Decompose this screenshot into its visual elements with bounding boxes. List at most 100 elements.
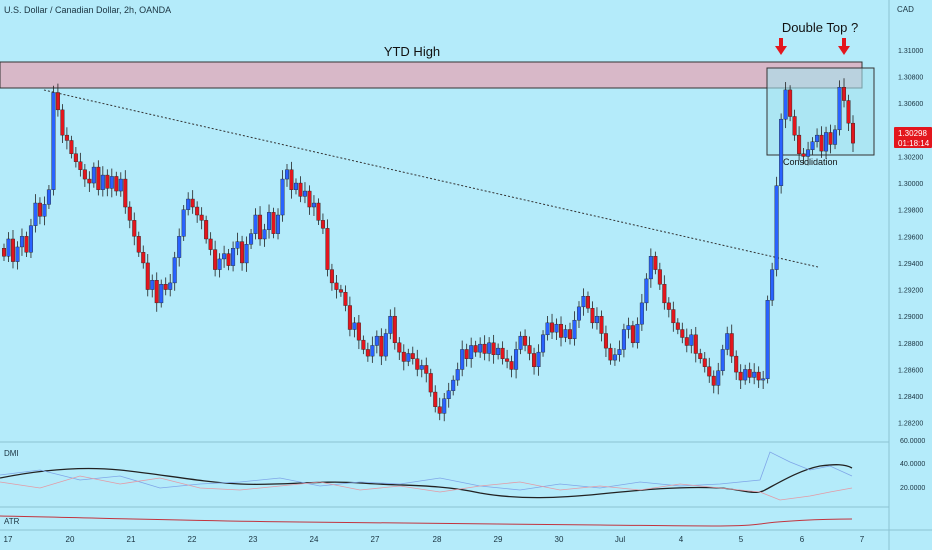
candle-up [446, 390, 451, 399]
candle-down [747, 369, 752, 378]
candle-up [455, 369, 460, 381]
candle-down [105, 174, 110, 189]
time-tick-label: 27 [371, 535, 380, 544]
candle-down [123, 178, 128, 208]
candle-down [320, 220, 325, 229]
candle-up [783, 89, 788, 120]
time-tick-label: 24 [310, 535, 319, 544]
candle-up [231, 248, 236, 266]
candle-up [51, 92, 56, 190]
dmi-axis: 60.0000 40.0000 20.0000 [900, 438, 925, 492]
candle-down [329, 269, 334, 284]
atr-label: ATR [4, 517, 20, 526]
candle-down [846, 100, 851, 124]
last-price-badge: 1.30298 01:18:14 [894, 127, 932, 148]
price-axis[interactable]: 1.310001.308001.306001.304001.302001.300… [898, 48, 923, 428]
candle-up [833, 129, 838, 145]
price-tick-label: 1.28200 [898, 421, 923, 428]
candle-down [347, 305, 352, 330]
price-tick-label: 1.28400 [898, 394, 923, 401]
candle-up [496, 347, 501, 355]
candle-down [505, 358, 510, 362]
candle-down [127, 206, 132, 221]
candle-up [177, 236, 182, 258]
candle-down [37, 202, 42, 217]
price-tick-label: 1.29400 [898, 261, 923, 268]
candle-down [550, 322, 555, 333]
candle-up [249, 233, 254, 245]
candle-down [87, 178, 92, 184]
candle-up [280, 178, 285, 216]
candle-down [213, 249, 218, 270]
candle-up [639, 302, 644, 325]
candle-up [810, 141, 815, 150]
candle-down [424, 365, 429, 374]
candle-up [743, 369, 748, 381]
candle-down [82, 169, 87, 180]
candle-up [554, 323, 559, 333]
price-tick-label: 1.29800 [898, 208, 923, 215]
arrow-down-icon [775, 38, 787, 55]
candle-down [343, 292, 348, 306]
candle-down [307, 190, 312, 208]
time-axis[interactable]: 17 20 21 22 23 24 27 28 29 30 Jul 4 5 6 7 [4, 535, 865, 544]
candle-up [388, 315, 393, 334]
candle-down [141, 252, 146, 264]
candle-up [311, 202, 316, 208]
candle-up [779, 118, 784, 186]
candle-up [370, 345, 375, 357]
candle-up [285, 169, 290, 180]
candle-down [702, 358, 707, 367]
candle-down [338, 289, 343, 293]
candle-down [491, 342, 496, 355]
candle-down [316, 202, 321, 221]
price-tick-label: 1.31000 [898, 48, 923, 55]
candle-up [635, 323, 640, 344]
candle-down [55, 92, 60, 111]
candle-up [276, 214, 281, 234]
candle-down [662, 284, 667, 304]
candle-up [28, 225, 33, 253]
candle-down [208, 238, 213, 250]
dmi-tick-label: 40.0000 [900, 461, 925, 468]
minus-di-line [0, 475, 853, 501]
candle-down [361, 339, 366, 350]
candle-up [419, 365, 424, 370]
candle-down [693, 334, 698, 354]
price-tick-label: 1.30200 [898, 154, 923, 161]
candle-down [78, 161, 83, 170]
candle-down [258, 214, 263, 240]
resistance-zone [0, 61, 863, 89]
chart-title: U.S. Dollar / Canadian Dollar, 2h, OANDA [4, 5, 171, 15]
price-tick-label: 1.30800 [898, 75, 923, 82]
candle-up [541, 334, 546, 353]
candle-up [352, 322, 357, 330]
candle-down [136, 236, 141, 253]
candle-down [608, 347, 613, 361]
candle-up [716, 370, 721, 386]
candle-up [222, 253, 227, 260]
candle-down [698, 353, 703, 359]
price-tick-label: 1.29000 [898, 314, 923, 321]
candle-up [478, 343, 483, 353]
candle-down [671, 309, 676, 324]
candle-down [675, 322, 680, 330]
arrow-down-icon [838, 38, 850, 55]
candle-down [60, 109, 65, 136]
candle-up [159, 284, 164, 304]
candle-up [824, 132, 829, 152]
candle-up [815, 134, 820, 142]
candle-up [118, 178, 123, 192]
currency-label: CAD [897, 5, 914, 14]
candle-up [720, 349, 725, 371]
ytd-high-label: YTD High [384, 44, 440, 59]
candle-down [851, 122, 856, 144]
candle-down [397, 342, 402, 353]
candle-up [302, 190, 307, 197]
candle-down [729, 333, 734, 357]
candle-up [235, 241, 240, 249]
candle-up [262, 229, 267, 240]
candle-up [725, 333, 730, 350]
candle-down [707, 366, 712, 377]
